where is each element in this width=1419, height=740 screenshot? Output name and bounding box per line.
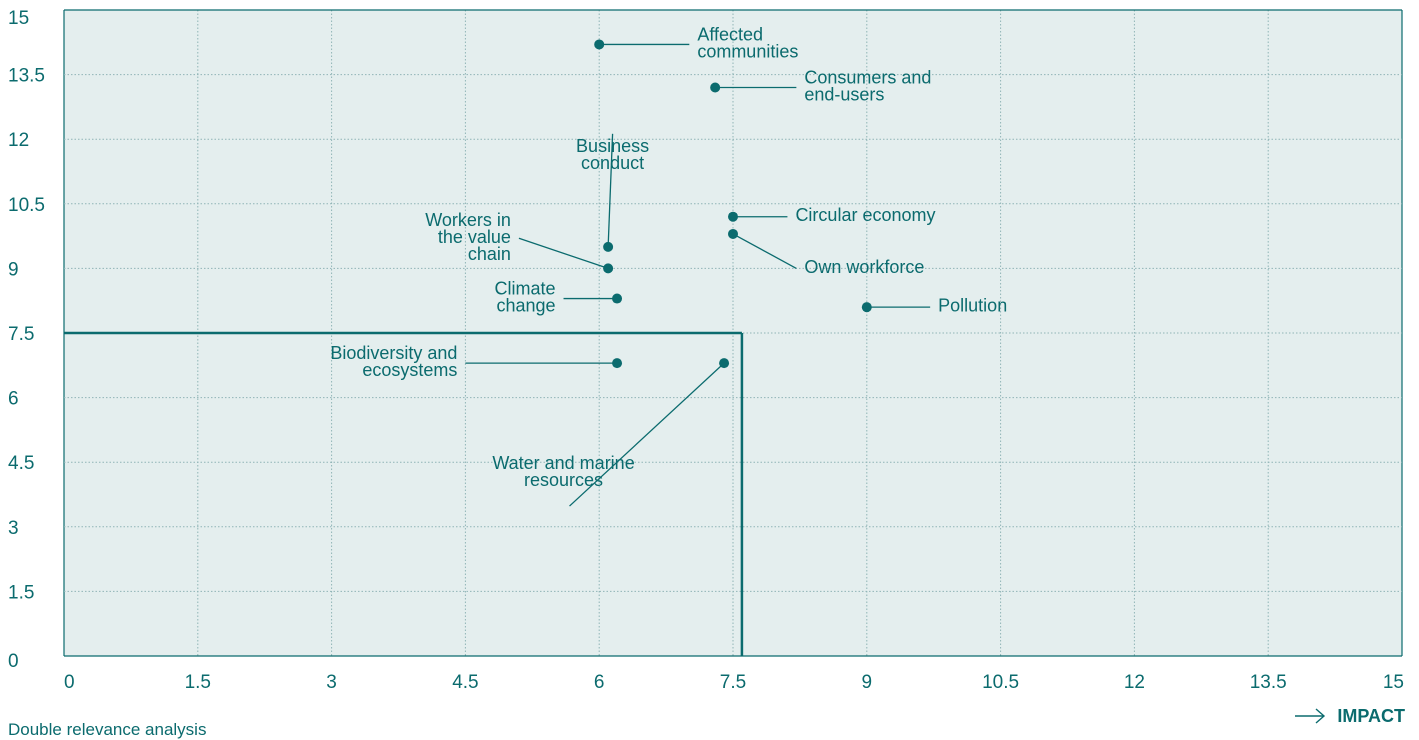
y-tick-label: 1.5 — [8, 582, 34, 603]
y-tick-label: 0 — [8, 651, 19, 672]
point-label: Business conduct — [576, 136, 649, 173]
data-point — [861, 302, 872, 313]
point-label: Climate change — [495, 279, 556, 316]
point-label: Water and marine resources — [492, 453, 634, 490]
data-point — [603, 263, 614, 274]
leader-line — [518, 237, 609, 270]
y-tick-label: 13.5 — [8, 66, 45, 87]
x-axis-title: IMPACT — [1293, 705, 1405, 727]
arrow-right-icon — [1295, 708, 1326, 724]
data-point — [719, 358, 730, 369]
x-tick-label: 1.5 — [185, 672, 211, 693]
leader-line — [569, 362, 725, 507]
x-axis-title-text: IMPACT — [1337, 706, 1405, 726]
leader-lines — [465, 43, 931, 507]
x-tick-label: 6 — [594, 672, 605, 693]
data-point — [594, 39, 605, 50]
point-label: Pollution — [938, 296, 1007, 316]
x-tick-label: 13.5 — [1250, 672, 1287, 693]
x-tick-label: 10.5 — [982, 672, 1019, 693]
leader-line — [607, 133, 614, 247]
y-tick-label: 12 — [8, 130, 29, 151]
y-tick-label: 6 — [8, 389, 19, 410]
x-tick-label: 7.5 — [720, 672, 746, 693]
data-point — [710, 82, 721, 93]
x-tick-label: 0 — [64, 672, 75, 693]
data-point — [612, 293, 623, 304]
y-tick-label: 3 — [8, 518, 19, 539]
x-tick-label: 9 — [862, 672, 873, 693]
x-tick-label: 4.5 — [452, 672, 478, 693]
point-label: Biodiversity and ecosystems — [330, 343, 457, 380]
chart-caption: Double relevance analysis — [8, 720, 207, 739]
scatter-chart: 0 1.5 3 4.5 6 7.5 9 10.5 12 13.5 15 0 1.5 3 4.5 6 7.5 9 1… — [8, 8, 1404, 693]
y-tick-label: 9 — [8, 259, 19, 280]
threshold-box — [64, 331, 744, 656]
data-point — [612, 358, 623, 369]
data-point — [728, 211, 738, 222]
x-tick-label: 15 — [1383, 672, 1404, 693]
point-label: Consumers and end-users — [804, 68, 931, 105]
x-tick-labels: 0 1.5 3 4.5 6 7.5 9 10.5 12 13.5 15 — [64, 672, 1404, 693]
data-points — [594, 39, 872, 369]
point-label: Affected communities — [697, 24, 798, 61]
data-point — [728, 228, 738, 239]
data-point — [603, 241, 614, 252]
point-label: Own workforce — [804, 257, 924, 277]
point-label: Workers in the value chain — [425, 210, 511, 264]
x-tick-label: 3 — [326, 672, 337, 693]
y-tick-label: 4.5 — [8, 453, 34, 474]
y-tick-label: 7.5 — [8, 324, 34, 345]
leader-line — [732, 233, 797, 269]
y-tick-labels: 0 1.5 3 4.5 6 7.5 9 10.5 12 13.5 15 — [8, 8, 45, 672]
y-tick-label: 10.5 — [8, 195, 45, 216]
y-tick-label: 15 — [8, 8, 29, 29]
x-tick-label: 12 — [1124, 672, 1145, 693]
point-label: Circular economy — [795, 205, 935, 225]
